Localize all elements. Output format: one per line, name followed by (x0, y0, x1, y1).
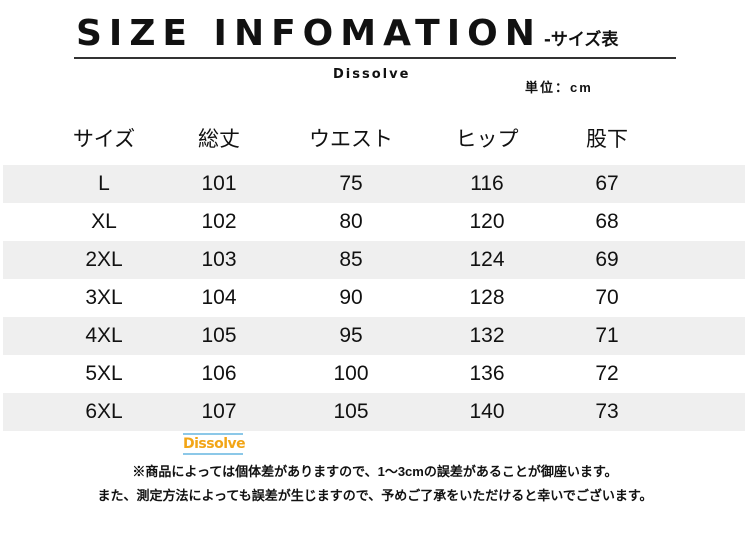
size-table: サイズ 総丈 ウエスト ヒップ 股下 L 101 75 116 67 XL 102 80 120… (3, 120, 745, 431)
table-cell: 100 (333, 362, 369, 385)
table-row: 4XL 105 95 132 71 (3, 317, 745, 355)
table-cell: 124 (469, 248, 505, 271)
table-cell: 73 (595, 400, 619, 423)
table-row: 5XL 106 100 136 72 (3, 355, 745, 393)
table-cell: 3XL (85, 286, 123, 309)
column-header: サイズ (72, 128, 136, 151)
table-cell: 107 (201, 400, 237, 423)
table-cell: 95 (339, 324, 363, 347)
table-cell: XL (91, 210, 117, 233)
table-row: 2XL 103 85 124 69 (3, 241, 745, 279)
note-line-2: また、測定方法によっても誤差が生じますので、予めご了承をいただけると幸いでござい… (97, 488, 653, 503)
table-cell: 85 (339, 248, 363, 271)
page-title: SIZE INFOMATION (76, 13, 542, 54)
table-cell: 71 (595, 324, 619, 347)
table-cell: 120 (469, 210, 505, 233)
table-cell: 68 (595, 210, 619, 233)
table-cell: 105 (201, 324, 237, 347)
table-header: サイズ 総丈 ウエスト ヒップ 股下 (3, 120, 745, 160)
brand-name: Dissolve (333, 67, 411, 82)
column-header: ヒップ (455, 128, 519, 151)
table-cell: 80 (339, 210, 363, 233)
table-cell: 103 (201, 248, 237, 271)
table-row: XL 102 80 120 68 (3, 203, 745, 241)
table-cell: 104 (201, 286, 237, 309)
table-row: 3XL 104 90 128 70 (3, 279, 745, 317)
table-cell: 132 (469, 324, 505, 347)
table-cell: 6XL (85, 400, 123, 423)
column-header: ウエスト (309, 128, 393, 151)
table-cell: 2XL (85, 248, 123, 271)
table-cell: 140 (469, 400, 505, 423)
unit-label: 単位：cm (525, 80, 593, 95)
note-line-1: ※商品によっては個体差がありますので、1～3cmの誤差があることが御座います。 (132, 464, 618, 479)
title-row: SIZE INFOMATION -サイズ表 (76, 12, 618, 56)
table-cell: 90 (339, 286, 363, 309)
column-header: 総丈 (198, 128, 240, 151)
table-cell: 101 (201, 172, 237, 195)
table-cell: 106 (201, 362, 237, 385)
table-cell: 102 (201, 210, 237, 233)
table-cell: 67 (595, 172, 619, 195)
table-row: L 101 75 116 67 (3, 165, 745, 203)
table-body: L 101 75 116 67 XL 102 80 120 68 2XL 103 85 124 69 3XL 1… (3, 165, 745, 431)
table-cell: 105 (333, 400, 369, 423)
title-divider (74, 57, 676, 59)
table-cell: 69 (595, 248, 619, 271)
table-cell: L (98, 172, 110, 195)
table-cell: 116 (470, 172, 504, 195)
table-cell: 72 (595, 362, 619, 385)
table-cell: 70 (595, 286, 619, 309)
column-header: 股下 (586, 128, 628, 151)
table-row: 6XL 107 105 140 73 (3, 393, 745, 431)
table-cell: 136 (469, 362, 505, 385)
table-cell: 128 (469, 286, 505, 309)
table-cell: 75 (339, 172, 363, 195)
page-subtitle: -サイズ表 (543, 30, 619, 50)
table-cell: 5XL (85, 362, 123, 385)
watermark-logo: Dissolve (183, 433, 246, 455)
table-cell: 4XL (85, 324, 123, 347)
